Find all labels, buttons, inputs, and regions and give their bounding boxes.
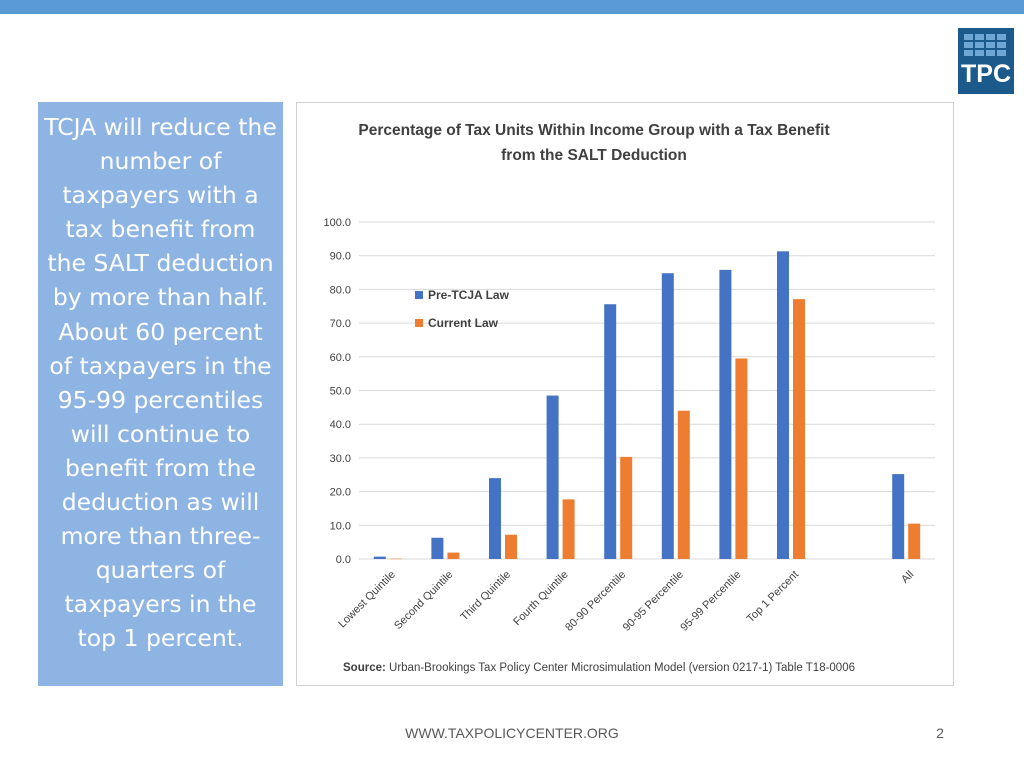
y-tick-label: 0.0 — [336, 554, 351, 566]
chart-frame: Percentage of Tax Units Within Income Gr… — [296, 102, 954, 686]
chart-source-note: Source: Urban-Brookings Tax Policy Cente… — [343, 662, 855, 674]
y-tick-label: 30.0 — [330, 453, 351, 465]
chart-title-line: Percentage of Tax Units Within Income Gr… — [358, 122, 829, 139]
logo-grid-cell — [986, 34, 995, 40]
bar-current-law — [735, 358, 748, 559]
bar-current-law — [620, 456, 633, 559]
logo-grid-icon — [964, 34, 1008, 60]
logo-grid-cell — [997, 50, 1006, 56]
x-tick-label: Top 1 Percent — [745, 569, 801, 625]
y-tick-label: 50.0 — [330, 386, 351, 398]
bar-pre-tcja — [489, 478, 501, 559]
y-tick-label: 10.0 — [330, 520, 351, 532]
x-tick-label: Third Quintile — [458, 569, 513, 624]
bar-current-law — [793, 299, 805, 559]
logo-grid-cell — [975, 34, 984, 40]
logo-grid-cell — [975, 42, 984, 48]
x-tick-label: Lowest Quintile — [336, 569, 398, 631]
y-tick-label: 40.0 — [330, 419, 351, 431]
logo-grid-cell — [964, 50, 973, 56]
chart-title: Percentage of Tax Units Within Income Gr… — [358, 122, 829, 164]
logo-grid-cell — [986, 42, 995, 48]
logo-grid-cell — [964, 42, 973, 48]
footer-url: WWW.TAXPOLICYCENTER.ORG — [405, 725, 619, 741]
chart-legend: Pre-TCJA Law Current Law — [415, 288, 510, 330]
y-tick-label: 70.0 — [330, 318, 351, 330]
y-tick-label: 80.0 — [330, 284, 351, 296]
bar-current-law — [505, 534, 517, 559]
sidebar-text: TCJA will reduce the number of taxpayers… — [44, 113, 277, 653]
chart-gridlines — [359, 221, 935, 560]
x-tick-label: 95-99 Percentile — [678, 569, 743, 634]
source-text: Urban-Brookings Tax Policy Center Micros… — [386, 662, 855, 674]
bar-pre-tcja — [431, 537, 444, 559]
page-number: 2 — [936, 725, 944, 741]
y-tick-label: 90.0 — [330, 251, 351, 263]
logo-grid-cell — [975, 50, 984, 56]
bar-chart: Percentage of Tax Units Within Income Gr… — [323, 122, 935, 674]
tpc-logo: TPC — [958, 28, 1014, 94]
y-tick-label: 20.0 — [330, 487, 351, 499]
bar-pre-tcja — [892, 474, 905, 559]
bar-current-law — [389, 558, 402, 560]
legend-label: Pre-TCJA Law — [428, 288, 510, 302]
top-accent-bar — [0, 0, 1024, 14]
legend-swatch — [415, 319, 423, 327]
x-tick-label: Second Quintile — [392, 569, 455, 632]
bar-current-law — [908, 523, 921, 559]
x-tick-label: 90-95 Percentile — [621, 569, 686, 634]
bar-pre-tcja — [777, 251, 789, 559]
logo-grid-cell — [986, 50, 995, 56]
logo-text: TPC — [961, 60, 1011, 88]
bar-pre-tcja — [719, 269, 732, 559]
bar-pre-tcja — [546, 395, 559, 559]
sidebar-summary: TCJA will reduce the number of taxpayers… — [38, 102, 283, 686]
y-axis-ticks: 0.0 10.0 20.0 30.0 40.0 50.0 60.0 70.0 80.0 90.0 1… — [323, 217, 351, 566]
bar-pre-tcja — [373, 556, 386, 559]
chart-title-line: from the SALT Deduction — [501, 147, 687, 164]
logo-grid-cell — [997, 42, 1006, 48]
bar-current-law — [677, 410, 690, 559]
legend-swatch — [415, 291, 423, 299]
source-label: Source: — [343, 662, 386, 674]
bar-pre-tcja — [604, 304, 617, 559]
chart-bars — [373, 251, 921, 560]
x-tick-label: All — [899, 569, 916, 586]
bar-current-law — [447, 552, 460, 559]
y-tick-label: 100.0 — [323, 217, 351, 229]
logo-grid-cell — [997, 34, 1006, 40]
bar-current-law — [562, 499, 575, 559]
bar-pre-tcja — [661, 273, 674, 559]
logo-grid-cell — [964, 34, 973, 40]
y-tick-label: 60.0 — [330, 352, 351, 364]
x-tick-label: 80-90 Percentile — [563, 569, 628, 634]
x-tick-label: Fourth Quintile — [511, 569, 571, 629]
legend-label: Current Law — [428, 316, 499, 330]
